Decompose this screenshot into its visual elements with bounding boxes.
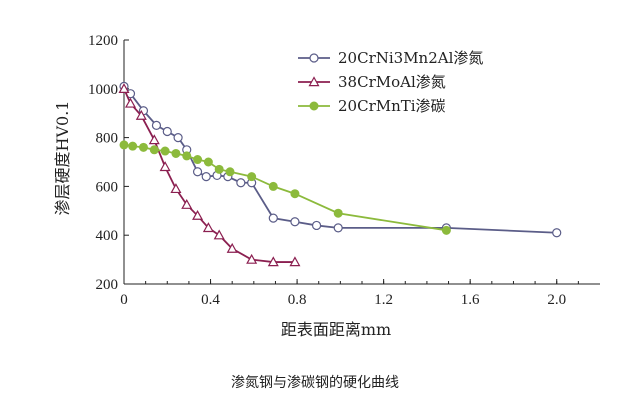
y-tick-label: 600 [96, 179, 119, 195]
x-tick-label: 1.6 [461, 292, 480, 308]
data-point [181, 198, 193, 209]
data-point [173, 133, 183, 143]
data-point [138, 142, 148, 152]
data-point [162, 126, 172, 137]
legend-label: 20CrMnTi渗碳 [338, 97, 446, 115]
x-tick-label: 0 [120, 292, 128, 308]
legend-marker [309, 101, 319, 111]
x-tick-label: 0.8 [288, 292, 307, 308]
data-point [333, 208, 343, 218]
data-point [213, 229, 225, 240]
data-point [333, 223, 343, 233]
legend-marker [308, 76, 320, 87]
data-point [192, 167, 203, 177]
data-point [225, 167, 235, 177]
legend-label: 20CrNi3Mn2Al渗氮 [338, 49, 483, 67]
data-point [124, 97, 137, 108]
data-point [182, 151, 192, 161]
x-tick-label: 0.4 [201, 292, 220, 308]
data-point [160, 146, 170, 156]
series-2 [118, 83, 301, 267]
data-point [311, 220, 322, 231]
data-point [267, 256, 279, 267]
data-point [552, 228, 562, 238]
y-tick-label: 1000 [88, 82, 118, 98]
series-line [123, 144, 447, 232]
legend-marker [309, 53, 319, 63]
data-point [290, 217, 300, 227]
data-point [441, 225, 451, 235]
data-point [128, 141, 138, 151]
x-tick-label: 2.0 [547, 292, 566, 308]
data-point [192, 209, 204, 220]
legend-item-2: 38CrMoAl渗氮 [298, 73, 446, 91]
data-point [247, 172, 257, 182]
data-point [148, 134, 160, 145]
data-point [171, 148, 181, 158]
data-point [268, 213, 278, 223]
x-tick-label: 1.2 [374, 292, 393, 308]
data-point [118, 83, 130, 94]
data-point [159, 161, 171, 172]
data-point [119, 140, 129, 150]
legend: 20CrNi3Mn2Al渗氮 38CrMoAl渗氮 20CrMnTi渗碳 [298, 49, 483, 115]
data-point [289, 256, 301, 267]
data-point [135, 109, 147, 120]
y-tick-label: 400 [96, 228, 119, 244]
data-point [149, 145, 159, 155]
data-point [236, 178, 246, 188]
data-point [290, 189, 300, 199]
figure-caption: 渗氮钢与渗碳钢的硬化曲线 [231, 375, 399, 391]
series-3 [119, 140, 451, 235]
y-tick-label: 800 [96, 131, 119, 147]
series-1 [119, 81, 562, 238]
legend-item-1: 20CrNi3Mn2Al渗氮 [298, 49, 483, 67]
data-point [193, 155, 203, 165]
series-layer [118, 81, 562, 267]
data-point [214, 164, 224, 174]
y-tick-label: 1200 [88, 33, 118, 49]
x-axis-title: 距表面距离mm [281, 320, 391, 339]
legend-item-3: 20CrMnTi渗碳 [298, 97, 446, 115]
data-point [203, 157, 213, 167]
legend-label: 38CrMoAl渗氮 [338, 73, 446, 91]
data-point [201, 172, 211, 182]
data-point [268, 181, 278, 191]
data-point [246, 253, 258, 264]
y-tick-label: 200 [96, 277, 119, 293]
y-axis-title: 渗层硬度HV0.1 [53, 101, 72, 216]
data-point [151, 120, 162, 131]
ticks: 200 400 600 800 1000 1200 0 0.4 0.8 1.2 1.6 2.0 [88, 33, 579, 308]
data-point [202, 222, 214, 233]
data-point [226, 242, 238, 253]
data-point [170, 183, 182, 194]
